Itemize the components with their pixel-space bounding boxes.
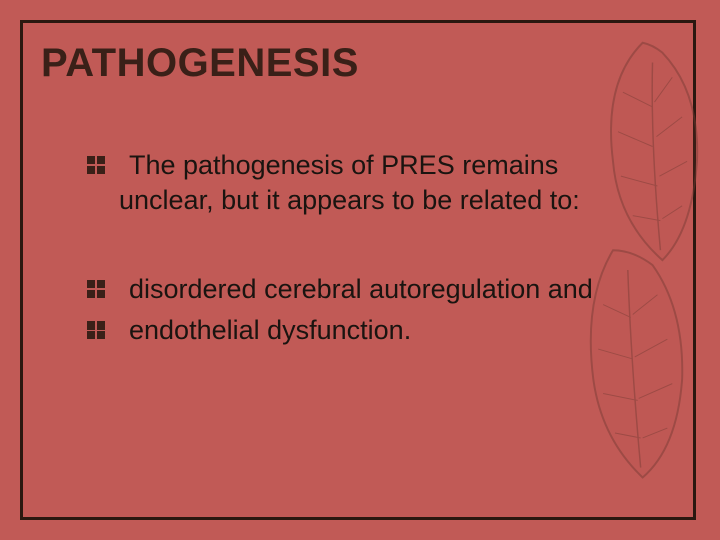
bullet-item: disordered cerebral autoregulation and	[87, 272, 605, 307]
bullet-marker-icon	[87, 156, 105, 174]
bullet-item: endothelial dysfunction.	[87, 313, 605, 348]
bullet-text: The pathogenesis of PRES remains unclear…	[119, 148, 605, 218]
bullet-text: disordered cerebral autoregulation and	[119, 272, 593, 307]
slide-title: PATHOGENESIS	[41, 41, 665, 86]
bullet-marker-icon	[87, 280, 105, 298]
bullet-marker-icon	[87, 321, 105, 339]
slide: PATHOGENESIS The pathogenesis of PRES re…	[0, 0, 720, 540]
slide-body: The pathogenesis of PRES remains unclear…	[41, 148, 665, 348]
content-frame: PATHOGENESIS The pathogenesis of PRES re…	[20, 20, 696, 520]
bullet-item: The pathogenesis of PRES remains unclear…	[87, 148, 605, 218]
bullet-text: endothelial dysfunction.	[119, 313, 411, 348]
